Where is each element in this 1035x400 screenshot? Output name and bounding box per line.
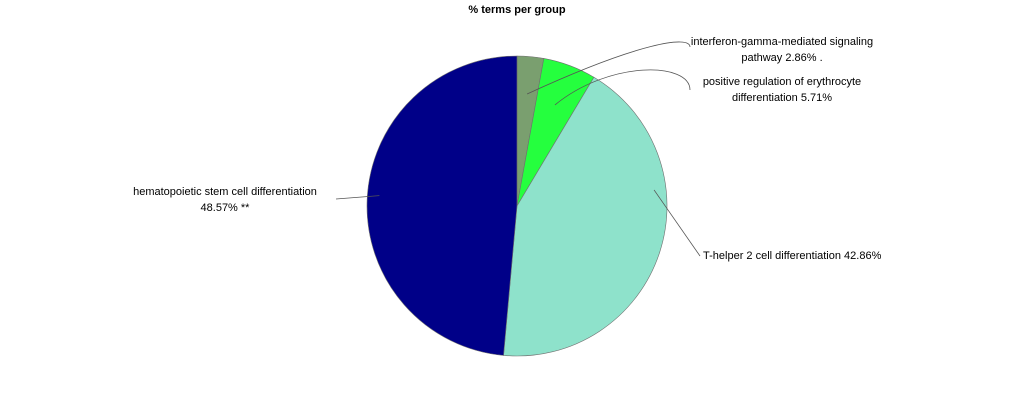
slice-label-4-line-2: 48.57% ** xyxy=(201,202,251,214)
slice-label-2-line-1: positive regulation of erythrocyte xyxy=(703,76,861,88)
slice-label-4: hematopoietic stem cell differentiation 4… xyxy=(133,186,317,214)
chart-title: % terms per group xyxy=(468,4,565,16)
label-layer: interferon-gamma-mediated signaling pathw… xyxy=(133,36,881,262)
leader-line-2 xyxy=(554,69,691,106)
pie-slice-3 xyxy=(503,76,668,357)
slice-label-2: positive regulation of erythrocyte differ… xyxy=(703,76,861,104)
pie-slice-4 xyxy=(366,55,518,356)
leader-line-3 xyxy=(653,189,701,257)
leader-line-4 xyxy=(335,195,380,200)
slice-label-1-line-1: interferon-gamma-mediated signaling xyxy=(691,36,873,48)
slice-label-2-line-2: differentiation 5.71% xyxy=(732,92,832,104)
slice-label-1: interferon-gamma-mediated signaling pathw… xyxy=(691,36,873,64)
slice-label-3-line-1: T-helper 2 cell differentiation 42.86% xyxy=(703,250,882,262)
slice-label-1-line-2: pathway 2.86% . xyxy=(741,52,822,64)
slice-label-3: T-helper 2 cell differentiation 42.86% xyxy=(703,250,882,262)
slice-label-4-line-1: hematopoietic stem cell differentiation xyxy=(133,186,317,198)
leader-line-1 xyxy=(526,41,691,95)
slice-layer xyxy=(366,55,668,357)
